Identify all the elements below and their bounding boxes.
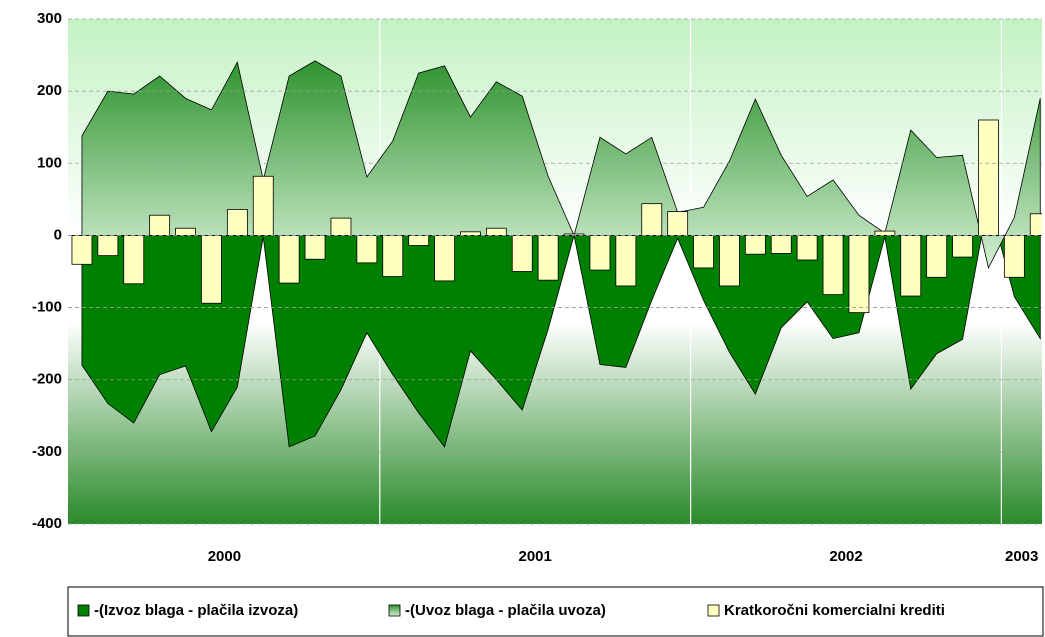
y-tick-label: -100: [32, 299, 62, 316]
legend-swatch: [707, 604, 720, 617]
legend-items: -(Izvoz blaga - plačila izvoza) -(Uvoz bl…: [77, 602, 945, 619]
bar: [1003, 235, 1025, 278]
bar: [304, 235, 326, 260]
bar: [719, 235, 740, 287]
bar: [123, 235, 145, 285]
bar: [226, 209, 248, 236]
legend-label: -(Uvoz blaga - plačila uvoza): [405, 602, 606, 619]
legend-label: Kratkoročni komercialni krediti: [724, 602, 945, 619]
legend-label: -(Izvoz blaga - plačila izvoza): [94, 602, 298, 619]
y-tick-label: 0: [54, 226, 62, 243]
bar: [952, 235, 973, 258]
bar: [848, 235, 870, 314]
plot: [68, 19, 1042, 524]
bar: [356, 235, 378, 264]
bar: [1029, 213, 1042, 236]
y-tick-label: 300: [37, 10, 62, 27]
bar: [615, 235, 637, 287]
y-tick-label: -400: [32, 515, 62, 532]
bar: [796, 235, 818, 261]
y-tick-label: -300: [32, 443, 62, 460]
bar: [511, 235, 533, 272]
bar: [149, 214, 171, 236]
bar: [175, 227, 196, 236]
bar: [744, 235, 766, 255]
x-group-label: 2003: [1005, 548, 1038, 565]
bar: [278, 235, 300, 284]
x-group-label: 2001: [519, 548, 552, 565]
legend-swatch: [77, 604, 90, 617]
bar: [900, 235, 922, 297]
bar: [460, 231, 481, 236]
bar: [693, 235, 714, 269]
y-tick-label: 100: [37, 154, 62, 171]
bar: [201, 235, 222, 304]
bar: [874, 230, 896, 236]
bar: [926, 235, 948, 278]
bar: [978, 119, 999, 236]
bar: [71, 235, 93, 265]
bar: [770, 235, 792, 254]
bar: [382, 235, 404, 277]
bar: [822, 235, 844, 295]
y-tick-label: -200: [32, 371, 62, 388]
y-tick-label: 200: [37, 82, 62, 99]
x-group-label: 2002: [829, 548, 862, 565]
bar: [330, 217, 352, 236]
x-group-label: 2000: [208, 548, 241, 565]
bar: [252, 175, 274, 236]
bar: [434, 235, 455, 282]
bar: [97, 235, 119, 257]
bar: [589, 235, 611, 271]
bar: [667, 211, 689, 236]
bar: [485, 227, 507, 236]
legend: [67, 586, 1044, 637]
bar: [537, 235, 559, 281]
legend-swatch: [388, 604, 401, 617]
bar: [641, 203, 663, 236]
bar: [408, 235, 430, 246]
